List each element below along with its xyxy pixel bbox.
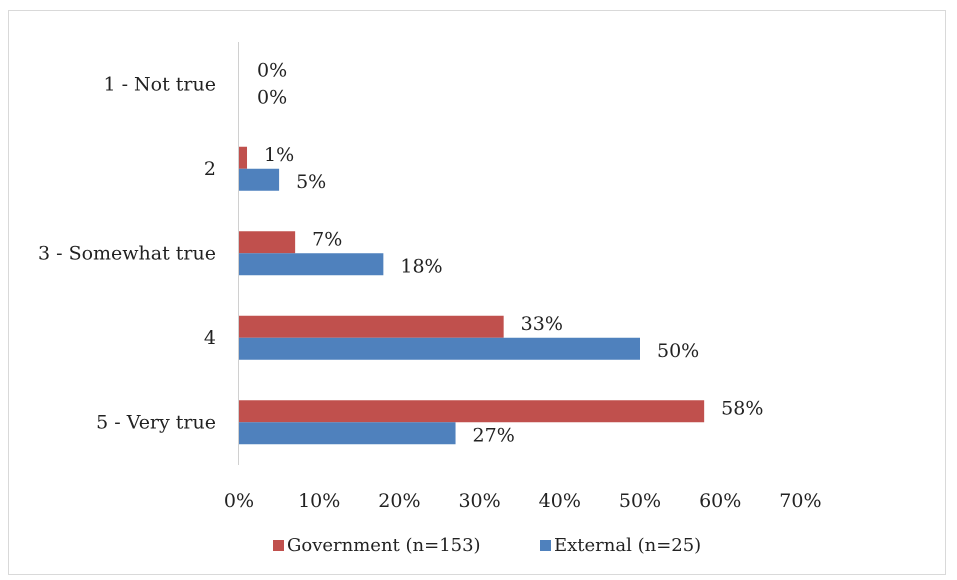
bar-government (239, 146, 248, 169)
data-label: 7% (312, 228, 342, 250)
legend-label-government: Government (n=153) (287, 535, 481, 556)
bar-government (239, 315, 504, 338)
x-tick-label: 30% (458, 490, 500, 512)
data-label: 1% (264, 144, 294, 166)
x-tick-label: 70% (779, 490, 821, 512)
bar-government (239, 400, 705, 423)
category-label: 3 - Somewhat true (38, 242, 216, 264)
legend-swatch-government (273, 540, 284, 551)
data-label: 33% (521, 313, 563, 335)
data-label: 0% (257, 59, 287, 81)
bar-external (239, 168, 280, 191)
data-label: 58% (721, 397, 763, 419)
category-label: 5 - Very true (96, 411, 216, 433)
bar-external (239, 422, 456, 445)
data-label: 27% (473, 424, 515, 446)
bar-external (239, 337, 640, 360)
bar-external (239, 253, 384, 276)
legend-swatch-external (540, 540, 551, 551)
x-tick-label: 10% (298, 490, 340, 512)
data-label: 5% (296, 171, 326, 193)
data-label: 0% (257, 86, 287, 108)
category-label: 1 - Not true (103, 73, 216, 95)
category-label: 2 (204, 158, 216, 180)
legend: Government (n=153) External (n=25) (273, 535, 701, 556)
chart-frame (8, 10, 946, 575)
category-label: 4 (204, 327, 216, 349)
x-tick-label: 0% (224, 490, 254, 512)
data-label: 50% (657, 340, 699, 362)
legend-label-external: External (n=25) (554, 535, 701, 556)
x-tick-label: 20% (378, 490, 420, 512)
x-tick-label: 40% (539, 490, 581, 512)
x-tick-label: 50% (619, 490, 661, 512)
x-tick-label: 60% (699, 490, 741, 512)
bar-government (239, 231, 296, 254)
data-label: 18% (400, 255, 442, 277)
